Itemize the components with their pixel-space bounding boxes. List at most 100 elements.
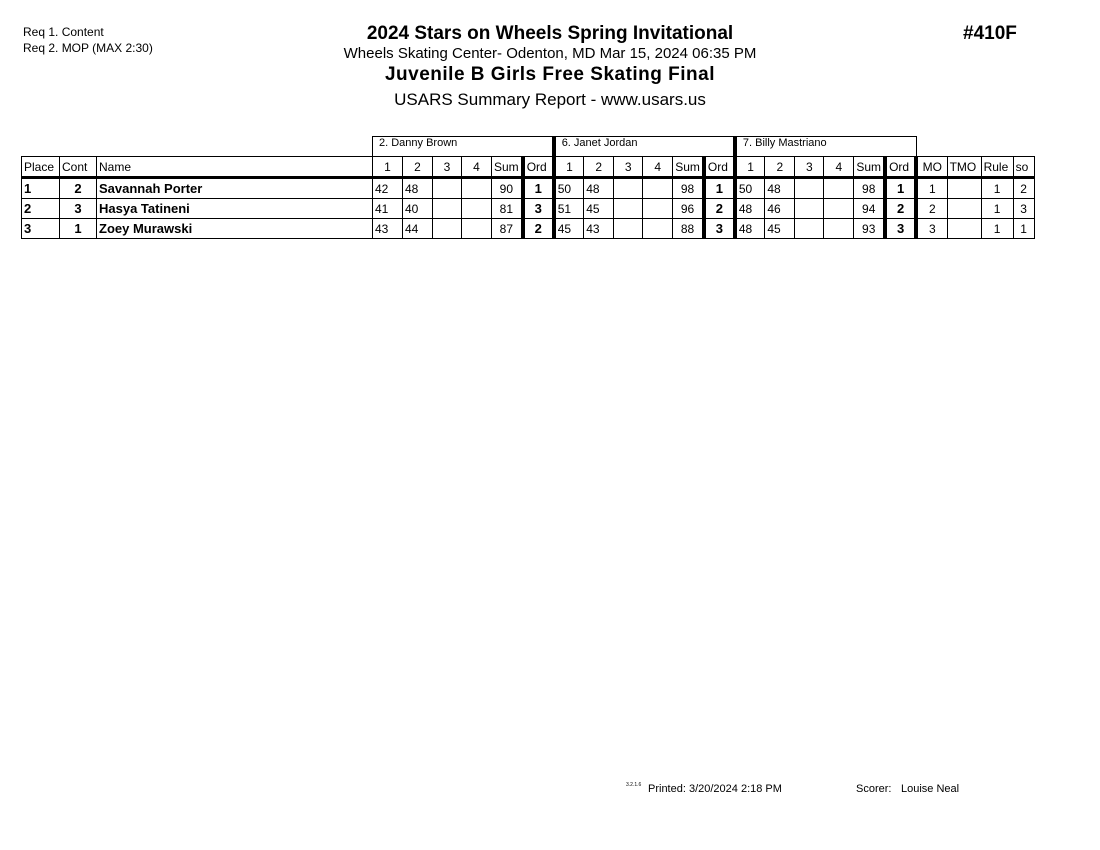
header-sum: Sum	[853, 156, 886, 179]
mark: 46	[764, 198, 796, 219]
mark	[794, 218, 825, 239]
mark	[823, 198, 855, 219]
header-tmo: TMO	[946, 156, 982, 179]
mark	[794, 177, 825, 199]
mark: 48	[732, 218, 766, 239]
header-mark: 1	[372, 156, 403, 179]
mark: 48	[764, 177, 796, 199]
mark	[642, 218, 674, 239]
ordinal: 1	[520, 177, 555, 199]
judge-header-row: 2. Danny Brown 6. Janet Jordan 7. Billy Ma…	[22, 136, 1035, 157]
sum: 98	[672, 177, 705, 199]
sum: 94	[853, 198, 886, 219]
sum: 98	[853, 177, 886, 199]
summary-table: 2. Danny Brown 6. Janet Jordan 7. Billy Ma…	[21, 136, 1035, 239]
mark	[461, 198, 492, 219]
sum: 87	[490, 218, 524, 239]
mark	[642, 198, 674, 219]
mark: 51	[551, 198, 585, 219]
mark: 50	[732, 177, 766, 199]
ordinal: 3	[701, 218, 736, 239]
mark: 41	[372, 198, 403, 219]
ordinal: 3	[520, 198, 555, 219]
header-mark: 2	[583, 156, 615, 179]
rule: 1	[980, 177, 1014, 199]
header-mo: MO	[914, 156, 948, 179]
header-mark: 1	[551, 156, 585, 179]
event-number: #410F	[963, 23, 1017, 44]
place: 2	[21, 198, 60, 219]
mo: 2	[914, 198, 948, 219]
competition-title: 2024 Stars on Wheels Spring Invitational	[366, 23, 734, 44]
judge-name: 6. Janet Jordan	[551, 136, 736, 157]
header-mark: 4	[823, 156, 855, 179]
mark	[642, 177, 674, 199]
table-row: 3 1 Zoey Murawski 43 44 87 2 45 43 88 3 48 45 93 3 3 1 1	[21, 218, 1035, 239]
header-so: so	[1012, 156, 1035, 179]
so: 1	[1012, 218, 1035, 239]
mark	[613, 177, 644, 199]
mo: 3	[914, 218, 948, 239]
mark	[823, 218, 855, 239]
event-title: Juvenile B Girls Free Skating Final	[384, 64, 716, 85]
header-name: Name	[96, 156, 373, 179]
judge-name: 2. Danny Brown	[371, 136, 555, 157]
header-mark: 3	[794, 156, 825, 179]
header-ord: Ord	[883, 156, 917, 179]
rule: 1	[980, 198, 1014, 219]
mark	[461, 177, 492, 199]
skater-name: Savannah Porter	[96, 177, 373, 199]
header-mark: 2	[402, 156, 433, 179]
judge-name: 7. Billy Mastriano	[732, 136, 917, 157]
sum: 90	[490, 177, 524, 199]
table-row: 1 2 Savannah Porter 42 48 90 1 50 48 98 1 50 48 98 1 1 1…	[21, 177, 1035, 199]
contestant-number: 3	[59, 198, 97, 219]
header-mark: 2	[764, 156, 796, 179]
mark: 48	[583, 177, 615, 199]
place: 1	[21, 177, 60, 199]
mark	[613, 198, 644, 219]
sum: 88	[672, 218, 705, 239]
mark: 42	[372, 177, 403, 199]
sum: 81	[490, 198, 524, 219]
printed-date: Printed: 3/20/2024 2:18 PM	[648, 783, 782, 795]
sum: 93	[853, 218, 886, 239]
ordinal: 2	[883, 198, 917, 219]
mark: 40	[402, 198, 433, 219]
mark: 45	[583, 198, 615, 219]
scorer-name: Louise Neal	[901, 783, 960, 795]
header-ord: Ord	[701, 156, 736, 179]
report-title: USARS Summary Report - www.usars.us	[394, 90, 706, 109]
tmo	[946, 218, 982, 239]
header-sum: Sum	[490, 156, 524, 179]
mark	[432, 198, 462, 219]
header-mark: 3	[432, 156, 462, 179]
contestant-number: 2	[59, 177, 97, 199]
ordinal: 2	[520, 218, 555, 239]
skater-name: Zoey Murawski	[96, 218, 373, 239]
mo: 1	[914, 177, 948, 199]
mark: 50	[551, 177, 585, 199]
header-place: Place	[21, 156, 60, 179]
rule: 1	[980, 218, 1014, 239]
mark	[794, 198, 825, 219]
mark: 48	[402, 177, 433, 199]
table-row: 2 3 Hasya Tatineni 41 40 81 3 51 45 96 2 48 46 94 2 2 1 3	[21, 198, 1035, 219]
mark: 44	[402, 218, 433, 239]
mark	[823, 177, 855, 199]
header-mark: 4	[461, 156, 492, 179]
header-mark: 1	[732, 156, 766, 179]
version: 3.2.1.6	[626, 782, 642, 788]
ordinal: 2	[701, 198, 736, 219]
scorer-label: Scorer:	[856, 783, 892, 795]
mark: 48	[732, 198, 766, 219]
requirement-1: Req 1. Content	[23, 25, 104, 39]
blank	[916, 137, 1034, 157]
header-sum: Sum	[672, 156, 705, 179]
tmo	[946, 177, 982, 199]
mark	[461, 218, 492, 239]
place: 3	[21, 218, 60, 239]
blank	[22, 137, 373, 157]
mark	[613, 218, 644, 239]
requirement-2: Req 2. MOP (MAX 2:30)	[23, 41, 153, 55]
